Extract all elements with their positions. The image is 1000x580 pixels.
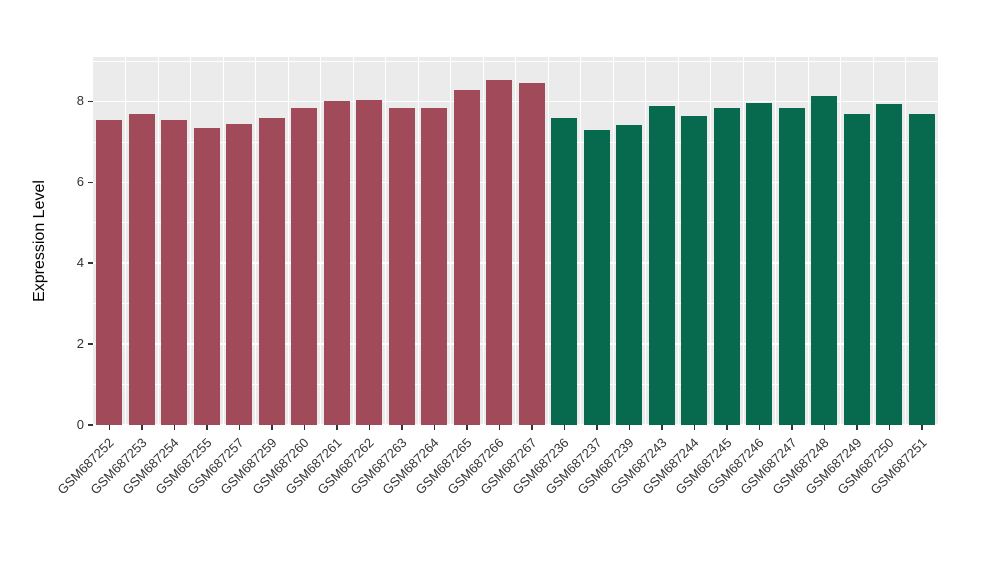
bar	[713, 107, 740, 425]
x-tick	[661, 425, 663, 430]
bar	[323, 101, 350, 425]
vertical-gridline	[840, 57, 841, 425]
x-tick	[531, 425, 533, 430]
bar	[811, 96, 838, 425]
bar	[518, 83, 545, 425]
bar	[681, 115, 708, 425]
x-tick	[303, 425, 305, 430]
y-tick	[88, 100, 93, 103]
x-tick	[693, 425, 695, 430]
x-tick	[173, 425, 175, 430]
x-tick	[856, 425, 858, 430]
bar	[161, 119, 188, 425]
x-tick	[401, 425, 403, 430]
x-tick	[466, 425, 468, 430]
bar	[648, 105, 675, 425]
y-tick-label: 8	[76, 93, 84, 109]
x-tick	[336, 425, 338, 430]
vertical-gridline	[482, 57, 484, 425]
y-tick-label: 6	[76, 174, 84, 190]
bar	[258, 117, 285, 425]
vertical-gridline	[450, 57, 451, 425]
y-tick	[88, 424, 93, 426]
bar	[226, 123, 253, 425]
vertical-gridline	[872, 57, 874, 425]
bar	[616, 124, 643, 425]
y-axis-title: Expression Level	[31, 180, 48, 302]
vertical-gridline	[417, 57, 419, 425]
vertical-gridline	[157, 57, 159, 425]
bar	[843, 113, 870, 425]
vertical-gridline	[385, 57, 386, 425]
x-tick	[433, 425, 435, 430]
bar	[356, 100, 383, 425]
vertical-gridline	[190, 57, 191, 425]
x-tick	[823, 425, 825, 430]
bar	[486, 80, 513, 425]
bar	[583, 129, 610, 425]
bar	[908, 114, 935, 425]
y-tick-label: 0	[76, 417, 84, 432]
vertical-gridline	[547, 57, 549, 425]
x-tick	[141, 425, 143, 430]
vertical-gridline	[125, 57, 126, 425]
vertical-gridline	[352, 57, 354, 425]
vertical-gridline	[905, 57, 906, 425]
x-tick	[498, 425, 500, 430]
vertical-gridline	[710, 57, 711, 425]
vertical-gridline	[742, 57, 744, 425]
y-tick	[88, 343, 93, 345]
bar	[291, 107, 318, 425]
x-tick	[238, 425, 240, 430]
bar	[128, 113, 155, 425]
x-tick	[921, 425, 923, 430]
vertical-gridline	[515, 57, 516, 425]
y-tick	[88, 181, 93, 184]
vertical-gridline	[580, 57, 581, 425]
x-tick	[271, 425, 273, 430]
y-tick-label: 4	[76, 255, 84, 271]
x-tick	[596, 425, 598, 430]
vertical-gridline	[255, 57, 256, 425]
y-tick	[88, 262, 93, 264]
vertical-gridline	[287, 57, 289, 425]
vertical-gridline	[320, 57, 321, 425]
x-tick	[791, 425, 793, 430]
x-tick	[726, 425, 728, 430]
bar	[778, 108, 805, 425]
vertical-gridline	[807, 57, 809, 425]
x-tick	[888, 425, 890, 430]
vertical-gridline	[645, 57, 646, 425]
vertical-gridline	[612, 57, 614, 425]
major-gridline	[93, 424, 938, 426]
bar	[421, 107, 448, 425]
plot-area	[93, 57, 938, 426]
bar	[388, 107, 415, 425]
x-tick	[628, 425, 630, 430]
bar	[96, 119, 123, 425]
x-tick	[368, 425, 370, 430]
vertical-gridline	[775, 57, 776, 425]
x-tick	[206, 425, 208, 430]
vertical-gridline	[677, 57, 679, 425]
bar	[193, 127, 220, 425]
bar	[453, 90, 480, 425]
x-tick	[758, 425, 760, 430]
bar	[551, 118, 578, 425]
x-tick	[563, 425, 565, 430]
y-tick-label: 2	[76, 336, 84, 352]
bar	[746, 102, 773, 425]
x-tick	[108, 425, 110, 430]
bar	[876, 104, 903, 425]
vertical-gridline	[222, 57, 224, 425]
